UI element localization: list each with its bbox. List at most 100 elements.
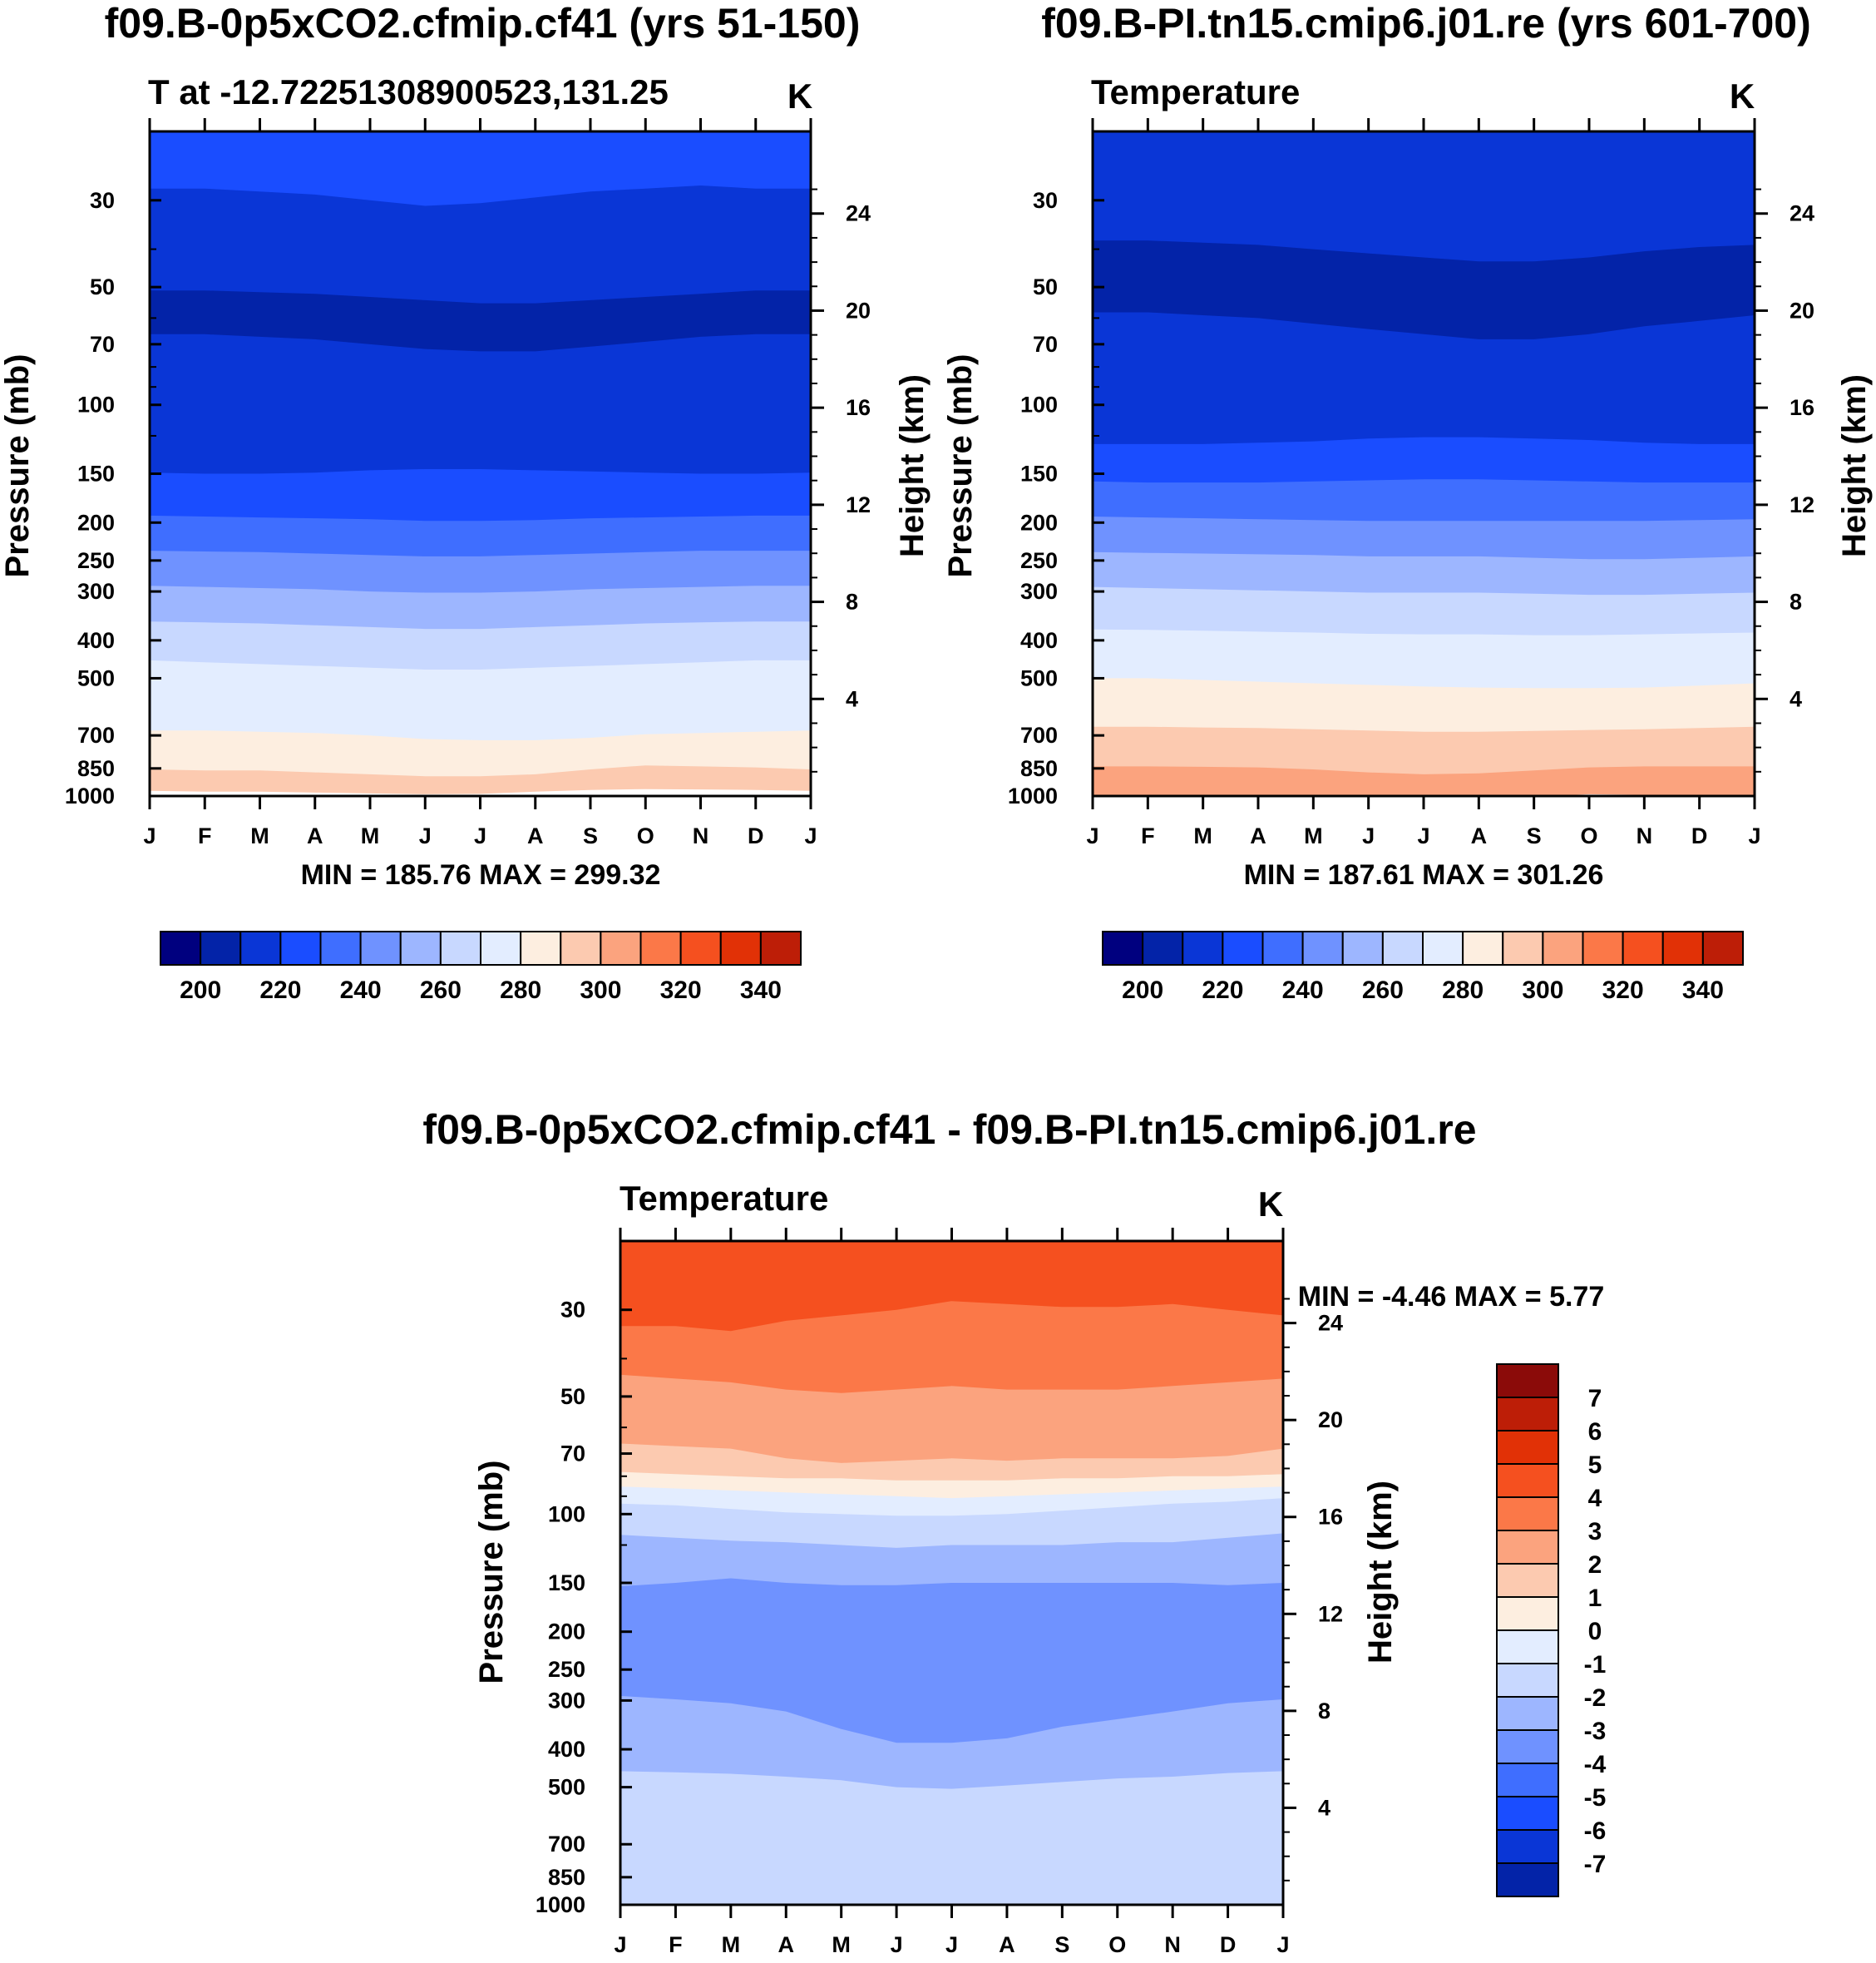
height-tick-label: 20	[1318, 1407, 1343, 1432]
colorbar-label: -5	[1584, 1784, 1607, 1812]
colorbar-label: 4	[1588, 1485, 1602, 1512]
colorbar-box	[639, 931, 682, 966]
colorbar-label: 340	[740, 977, 782, 1004]
height-tick-label: 20	[1790, 298, 1814, 323]
colorbar-box	[1496, 1729, 1559, 1764]
pressure-tick-label: 850	[1020, 756, 1058, 781]
month-label: J	[945, 1932, 958, 1957]
pressure-tick-label: 150	[1020, 462, 1058, 487]
height-tick-label: 12	[1318, 1601, 1343, 1626]
pressure-tick-label: 400	[1020, 628, 1058, 653]
pressure-tick-label: 850	[77, 756, 115, 781]
colorbar-box	[1496, 1796, 1559, 1831]
panel-3-title: f09.B-0p5xCO2.cfmip.cf41 - f09.B-PI.tn15…	[422, 1106, 1476, 1153]
month-label: S	[1527, 823, 1542, 848]
month-label: J	[1276, 1932, 1289, 1957]
colorbar-box	[1422, 931, 1464, 966]
colorbar-box	[1622, 931, 1664, 966]
colorbar-box	[239, 931, 282, 966]
pressure-tick-label: 700	[77, 723, 115, 748]
pressure-tick-label: 500	[548, 1775, 585, 1800]
panel-2-minmax: MIN = 187.61 MAX = 301.26	[1244, 859, 1604, 891]
colorbar-label: 280	[1442, 977, 1484, 1004]
height-tick-label: 4	[846, 686, 858, 711]
month-label: D	[1220, 1932, 1237, 1957]
pressure-tick-label: 50	[560, 1384, 585, 1409]
colorbar-label: 0	[1588, 1618, 1602, 1645]
colorbar-label: 1	[1588, 1585, 1602, 1612]
colorbar-box	[1261, 931, 1304, 966]
colorbar-box	[1496, 1763, 1559, 1797]
month-label: F	[669, 1932, 683, 1957]
panel-3-minmax: MIN = -4.46 MAX = 5.77	[1298, 1281, 1605, 1313]
pressure-tick-label: 700	[1020, 723, 1058, 748]
pressure-tick-label: 250	[548, 1657, 585, 1682]
colorbar-box	[719, 931, 762, 966]
month-label: A	[1471, 823, 1488, 848]
month-label: S	[1054, 1932, 1069, 1957]
pressure-tick-label: 200	[1020, 510, 1058, 535]
panel-2-title: f09.B-PI.tn15.cmip6.j01.re (yrs 601-700)	[1041, 0, 1810, 47]
month-label: M	[1193, 823, 1212, 848]
month-label: M	[361, 823, 380, 848]
month-label: F	[1141, 823, 1155, 848]
colorbar-label: 2	[1588, 1551, 1602, 1579]
colorbar-box	[1582, 931, 1624, 966]
height-tick-label: 24	[1318, 1311, 1343, 1336]
colorbar-box	[1182, 931, 1224, 966]
colorbar-box	[1142, 931, 1184, 966]
panel-3-ylabel-right: Height (km)	[1362, 1481, 1399, 1664]
colorbar-label: 300	[1522, 977, 1563, 1004]
panel-2-colorbar: 200 220 240 260 280 300 320 340	[1102, 931, 1744, 1004]
month-label: J	[143, 823, 156, 848]
month-label: M	[722, 1932, 741, 1957]
colorbar-box	[1381, 931, 1424, 966]
colorbar-box	[200, 931, 242, 966]
height-tick-label: 16	[1790, 395, 1814, 420]
panel-1-plot-area: 30 50 70 100 150 200 250 300 400 500 700 850 1000 4 8 1…	[65, 118, 871, 848]
colorbar-box	[1661, 931, 1704, 966]
colorbar-box	[1222, 931, 1264, 966]
month-label: J	[1417, 823, 1429, 848]
colorbar-box	[1496, 1430, 1559, 1465]
month-label: J	[419, 823, 432, 848]
month-label: O	[1108, 1932, 1126, 1957]
colorbar-box	[1502, 931, 1544, 966]
panel-1-minmax: MIN = 185.76 MAX = 299.32	[301, 859, 661, 891]
pressure-tick-label: 500	[1020, 665, 1058, 690]
pressure-tick-label: 30	[560, 1298, 585, 1323]
month-label: A	[527, 823, 544, 848]
colorbar-label: 220	[1202, 977, 1243, 1004]
month-label: A	[778, 1932, 795, 1957]
colorbar-label: 340	[1682, 977, 1724, 1004]
pressure-tick-label: 30	[1033, 188, 1058, 213]
pressure-tick-label: 70	[1033, 332, 1058, 357]
colorbar-label: 300	[580, 977, 621, 1004]
colorbar-box	[560, 931, 602, 966]
height-tick-label: 8	[1318, 1698, 1330, 1723]
month-label: J	[474, 823, 486, 848]
panel-3-ylabel: Pressure (mb)	[473, 1461, 510, 1684]
panel-3-units: K	[1258, 1184, 1283, 1224]
colorbar-label: 200	[1122, 977, 1163, 1004]
pressure-tick-label: 70	[90, 332, 115, 357]
month-label: J	[891, 1932, 903, 1957]
colorbar-label: -4	[1584, 1751, 1607, 1778]
colorbar-box	[1496, 1862, 1559, 1897]
colorbar-label: -6	[1584, 1817, 1607, 1845]
colorbar-box	[319, 931, 362, 966]
month-label: M	[832, 1932, 851, 1957]
colorbar-box	[1496, 1397, 1559, 1431]
colorbar-label: 320	[1602, 977, 1644, 1004]
colorbar-box	[1496, 1829, 1559, 1864]
colorbar-label: -2	[1584, 1684, 1607, 1712]
month-label: J	[804, 823, 817, 848]
colorbar-box	[1341, 931, 1384, 966]
month-label: N	[693, 823, 709, 848]
pressure-tick-label: 150	[77, 462, 115, 487]
contour-band-12	[150, 131, 811, 206]
month-label: D	[1691, 823, 1708, 848]
pressure-tick-label: 850	[548, 1865, 585, 1890]
month-label: M	[1304, 823, 1323, 848]
colorbar-label: 240	[1282, 977, 1324, 1004]
